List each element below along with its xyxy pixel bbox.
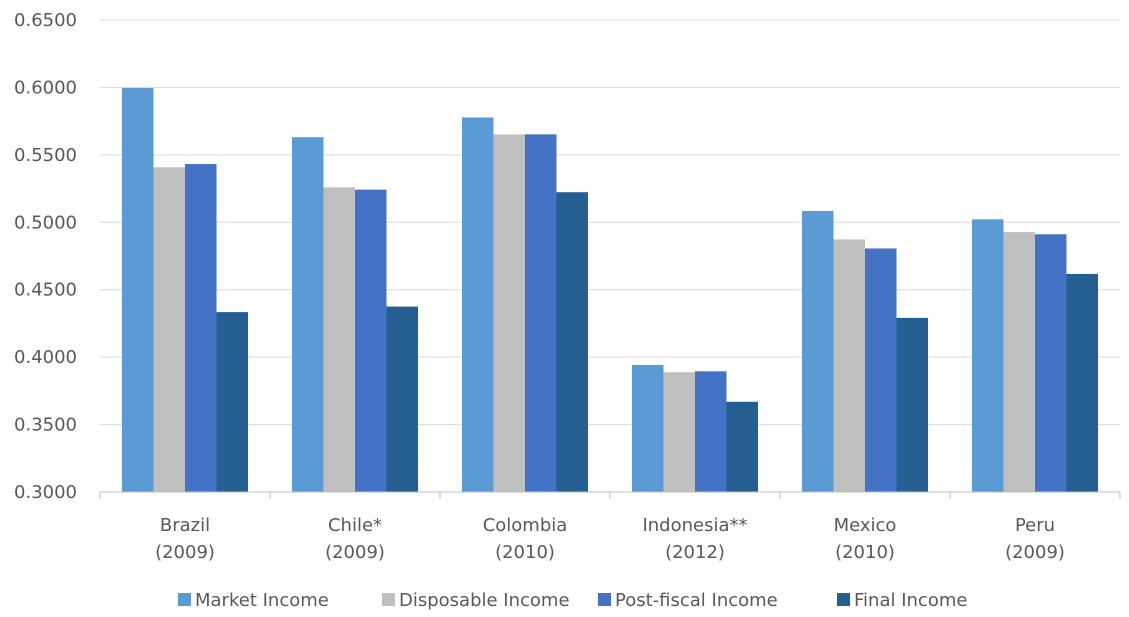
x-tick-label-line: Peru (1015, 515, 1055, 536)
bar-market-income-4 (802, 210, 834, 493)
x-tick-label: Peru (2009) (1005, 515, 1065, 563)
x-tick-label-line: Chile* (328, 515, 382, 536)
bar-market-income-3 (632, 364, 664, 492)
y-tick-label: 0.4000 (14, 347, 77, 368)
y-tick-label: 0.3500 (14, 415, 77, 436)
x-tick-label: Mexico (2010) (834, 515, 897, 563)
x-tick-label-line: Mexico (834, 515, 897, 536)
bar-market-income-2 (462, 117, 494, 493)
bar-disposable-income-5 (1003, 232, 1035, 492)
bar-final-income-5 (1066, 273, 1098, 492)
bar-final-income-1 (386, 306, 418, 492)
x-tick-label-line: Colombia (483, 515, 568, 536)
bar-disposable-income-1 (323, 187, 355, 492)
bar-post-fiscal-income-0 (185, 164, 217, 492)
x-tick-label: Colombia (2010) (483, 515, 568, 563)
bar-market-income-1 (292, 137, 324, 492)
x-tick-label-line: (2010) (835, 542, 895, 563)
x-tick-label-line: Brazil (160, 515, 210, 536)
bar-final-income-0 (216, 312, 248, 492)
bar-post-fiscal-income-5 (1035, 234, 1067, 492)
bar-post-fiscal-income-4 (865, 248, 897, 492)
x-axis: Brazil (2009) Chile* (2009) Colombia (2010) In… (99, 491, 1121, 563)
y-tick-label: 0.6000 (14, 77, 77, 98)
legend-swatch (382, 593, 395, 606)
legend-label: Disposable Income (399, 590, 570, 611)
bar-disposable-income-0 (153, 167, 185, 492)
y-tick-label: 0.3000 (14, 482, 77, 503)
y-tick-label: 0.4500 (14, 280, 77, 301)
x-tick-label: Chile* (2009) (325, 515, 385, 563)
x-tick-label-line: (2009) (1005, 542, 1065, 563)
x-tick-label-line: (2009) (325, 542, 385, 563)
bar-disposable-income-3 (663, 372, 695, 492)
bar-disposable-income-4 (833, 239, 865, 492)
y-tick-label: 0.5500 (14, 145, 77, 166)
legend-label: Market Income (195, 590, 329, 611)
gridlines (100, 19, 1120, 426)
bar-market-income-0 (122, 87, 154, 492)
x-tick-label-line: (2009) (155, 542, 215, 563)
bar-final-income-2 (556, 192, 588, 492)
bar-post-fiscal-income-2 (525, 134, 557, 492)
legend-swatch (178, 593, 191, 606)
x-tick-label-line: (2012) (665, 542, 725, 563)
y-axis-ticks: 0.3000 0.3500 0.4000 0.4500 0.5000 0.5500 0.60… (14, 10, 77, 503)
bar-final-income-4 (896, 317, 928, 492)
x-tick-label: Brazil (2009) (155, 515, 215, 563)
x-tick-label-line: (2010) (495, 542, 555, 563)
bar-post-fiscal-income-1 (355, 189, 387, 493)
y-tick-label: 0.5000 (14, 212, 77, 233)
bar-post-fiscal-income-3 (695, 371, 727, 492)
bar-market-income-5 (972, 219, 1004, 493)
x-tick-label: Indonesia** (2012) (642, 515, 747, 563)
bars (122, 87, 1098, 493)
legend: Market Income Disposable Income Post-fisca… (178, 590, 967, 611)
x-tick-label-line: Indonesia** (642, 515, 747, 536)
legend-swatch (837, 593, 850, 606)
y-tick-label: 0.6500 (14, 10, 77, 31)
legend-label: Final Income (854, 590, 967, 611)
bar-final-income-3 (726, 401, 758, 492)
legend-swatch (598, 593, 611, 606)
legend-label: Post-fiscal Income (615, 590, 778, 611)
bar-disposable-income-2 (493, 134, 525, 492)
